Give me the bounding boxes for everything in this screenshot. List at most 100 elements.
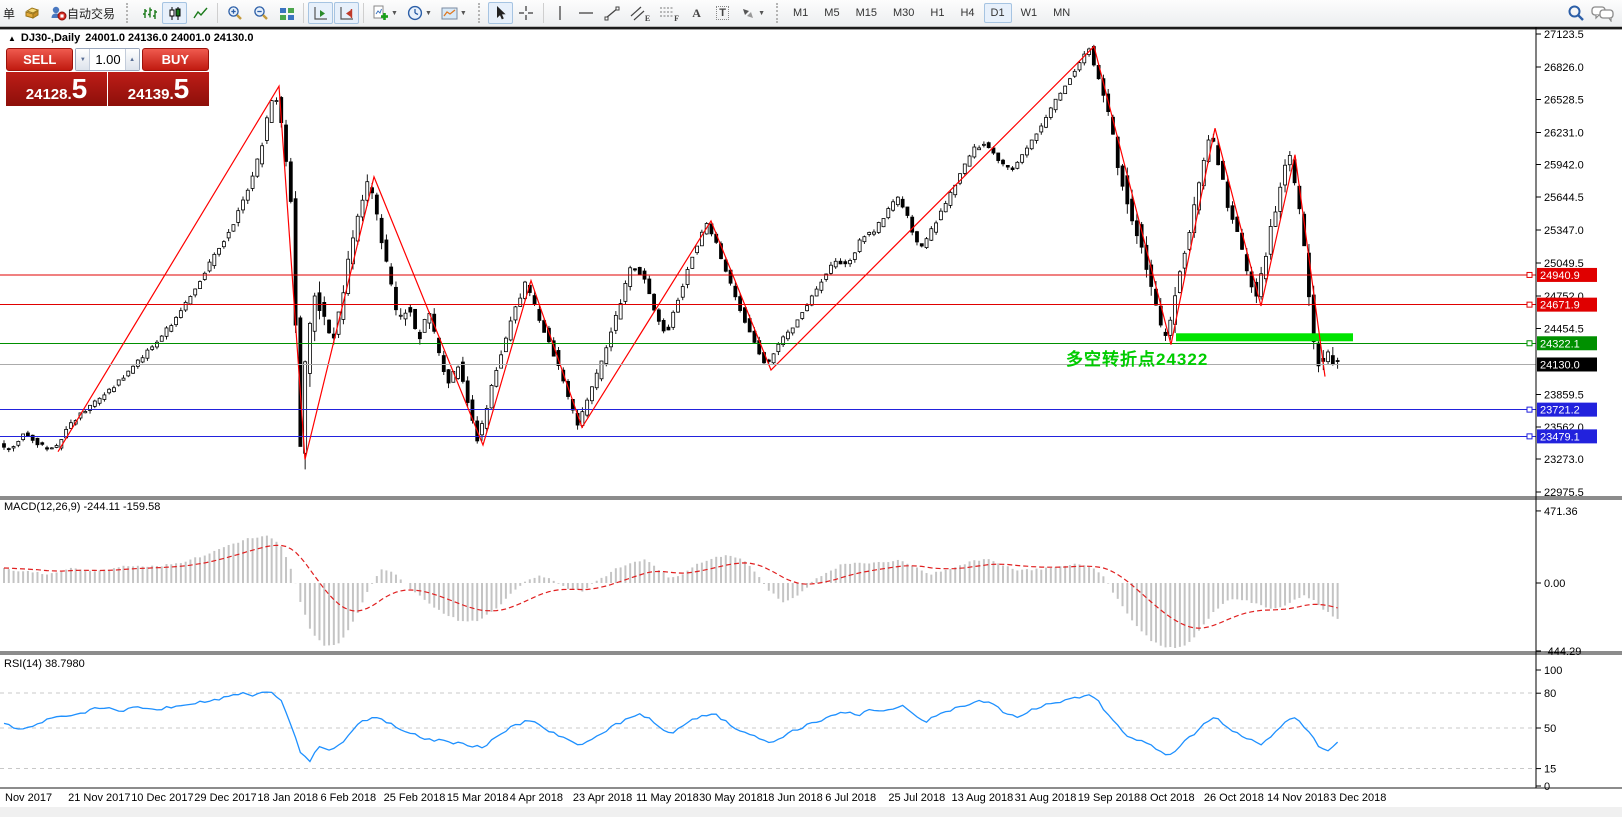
sell-price-display[interactable]: 24128. 5: [6, 72, 107, 106]
chat-icon[interactable]: [1591, 5, 1615, 22]
dropdown-caret-icon[interactable]: ▼: [758, 9, 765, 17]
macd-pane: 471.36 0.00 -444.29: [3, 506, 1581, 658]
timeframe-button-D1[interactable]: D1: [983, 3, 1012, 23]
volume-decrease-button[interactable]: ▼: [76, 49, 91, 70]
text-label-button[interactable]: T: [710, 2, 735, 24]
svg-text:24671.9: 24671.9: [1540, 300, 1580, 312]
bar-chart-button[interactable]: [136, 2, 161, 24]
periods-button[interactable]: ▼: [403, 2, 436, 24]
vertical-line-button[interactable]: [548, 2, 573, 24]
date-label: 19 Sep 2018: [1078, 792, 1140, 804]
template-button[interactable]: ▼: [437, 2, 471, 24]
date-label: 10 Dec 2017: [131, 792, 193, 804]
autotrading-button[interactable]: 自动交易: [46, 2, 119, 24]
timeframe-button-M5[interactable]: M5: [824, 7, 840, 19]
toolbar-drag-handle[interactable]: [776, 3, 781, 23]
svg-text:23859.5: 23859.5: [1544, 389, 1584, 401]
svg-text:24940.9: 24940.9: [1540, 270, 1580, 282]
channel-letter: E: [644, 14, 651, 23]
svg-text:23479.1: 23479.1: [1540, 431, 1580, 443]
svg-text:25942.0: 25942.0: [1544, 159, 1584, 171]
timeframe-bar: M1 M5 M15 M30 H1 H4 D1 W1 MN: [786, 3, 1077, 23]
main-toolbar: 单 自动交易 ▼ ▼ ▼: [0, 0, 1622, 27]
volume-stepper: ▼ 1.00 ▲: [75, 48, 140, 71]
date-label: 18 Jan 2018: [257, 792, 318, 804]
time-axis[interactable]: Nov 2017 21 Nov 2017 10 Dec 2017 29 Dec 201…: [5, 792, 1386, 804]
toolbar-separator: [303, 3, 305, 23]
chart-canvas[interactable]: 27123.5 26826.0 26528.5 26231.0 25942.0 25644…: [0, 27, 1622, 817]
price-level-label: [1537, 402, 1597, 417]
timeframe-button-M15[interactable]: M15: [855, 7, 877, 19]
buy-price-sep: .: [169, 85, 174, 103]
toolbar-drag-handle[interactable]: [126, 3, 131, 23]
cursor-icon: [497, 6, 506, 20]
date-label: 25 Jul 2018: [888, 792, 945, 804]
svg-text:100: 100: [1544, 665, 1562, 677]
svg-text:0.00: 0.00: [1544, 578, 1565, 590]
buy-price-big-digit: 5: [173, 73, 190, 104]
new-order-button[interactable]: 单: [3, 6, 16, 21]
svg-text:26231.0: 26231.0: [1544, 127, 1584, 139]
svg-text:26528.5: 26528.5: [1544, 95, 1584, 107]
trendline-button[interactable]: [600, 2, 625, 24]
timeframe-button-M1[interactable]: M1: [793, 7, 809, 19]
timeframe-button-H1[interactable]: H1: [930, 7, 945, 19]
crosshair-button[interactable]: [514, 2, 539, 24]
arrows-tool-button[interactable]: ▼: [736, 2, 769, 24]
timeframe-button-M30[interactable]: M30: [892, 7, 915, 19]
svg-text:0: 0: [1544, 781, 1550, 793]
cursor-button[interactable]: [487, 2, 513, 24]
toolbar-right-group: [1567, 4, 1619, 22]
date-label: 23 Apr 2018: [573, 792, 632, 804]
fibonacci-letter: F: [674, 14, 680, 23]
chart-shift-icon: [339, 6, 353, 20]
vertical-line-icon: [559, 6, 561, 20]
dropdown-caret-icon[interactable]: ▼: [459, 9, 467, 17]
zoom-out-button[interactable]: [248, 2, 273, 24]
pivot-annotation-text: 多空转折点24322: [1066, 350, 1209, 369]
pivot-highlight-bar[interactable]: [1176, 333, 1353, 342]
text-tool-button[interactable]: A: [684, 2, 709, 24]
zoom-in-icon: [227, 6, 242, 20]
sell-button[interactable]: SELL: [6, 48, 74, 71]
toolbar-drag-handle[interactable]: [477, 3, 483, 23]
toolbar-separator: [542, 3, 544, 23]
zigzag-trend-lines[interactable]: [57, 45, 1326, 460]
dropdown-caret-icon[interactable]: ▼: [391, 9, 398, 17]
date-label: 21 Nov 2017: [68, 792, 130, 804]
collapse-triangle-icon[interactable]: ▲: [8, 33, 16, 43]
auto-scroll-button[interactable]: [308, 2, 334, 24]
add-indicator-button[interactable]: ▼: [368, 2, 402, 24]
timeframe-button-H4[interactable]: H4: [960, 7, 975, 19]
volume-value[interactable]: 1.00: [95, 52, 121, 67]
gold-ingot-icon: [25, 7, 40, 19]
fibonacci-button[interactable]: F: [655, 2, 683, 24]
current-price-label: [1537, 357, 1597, 372]
timeframe-button-W1[interactable]: W1: [1020, 7, 1038, 19]
equidistant-channel-button[interactable]: E: [626, 2, 654, 24]
chart-window: ▲ DJ30-,Daily 24001.0 24136.0 24001.0 24…: [0, 27, 1622, 817]
line-chart-button[interactable]: [188, 2, 213, 24]
chart-shift-button[interactable]: [334, 2, 360, 24]
search-icon[interactable]: [1567, 4, 1585, 22]
price-level-label: [1537, 267, 1597, 282]
dropdown-caret-icon[interactable]: ▼: [424, 9, 432, 17]
buy-price-display[interactable]: 24139. 5: [108, 72, 209, 106]
date-label: 8 Oct 2018: [1141, 792, 1195, 804]
svg-text:26826.0: 26826.0: [1544, 62, 1584, 74]
svg-text:24322.1: 24322.1: [1540, 338, 1580, 350]
gold-ingot-button[interactable]: [19, 2, 45, 24]
tile-windows-button[interactable]: [274, 2, 299, 24]
one-click-trading-panel: SELL ▼ 1.00 ▲ BUY 24128. 5 24139. 5: [6, 48, 210, 106]
autotrading-label: 自动交易: [67, 6, 116, 21]
zoom-in-button[interactable]: [222, 2, 247, 24]
candlestick-chart-icon: [169, 6, 181, 20]
volume-increase-button[interactable]: ▲: [124, 49, 139, 70]
buy-button[interactable]: BUY: [141, 48, 210, 71]
equidistant-channel-icon: [630, 6, 645, 21]
toolbar-separator: [363, 3, 365, 23]
candlestick-chart-button[interactable]: [162, 2, 188, 24]
horizontal-line-button[interactable]: [574, 2, 599, 24]
horizontal-line-icon: [579, 12, 594, 14]
timeframe-button-MN[interactable]: MN: [1053, 7, 1071, 19]
